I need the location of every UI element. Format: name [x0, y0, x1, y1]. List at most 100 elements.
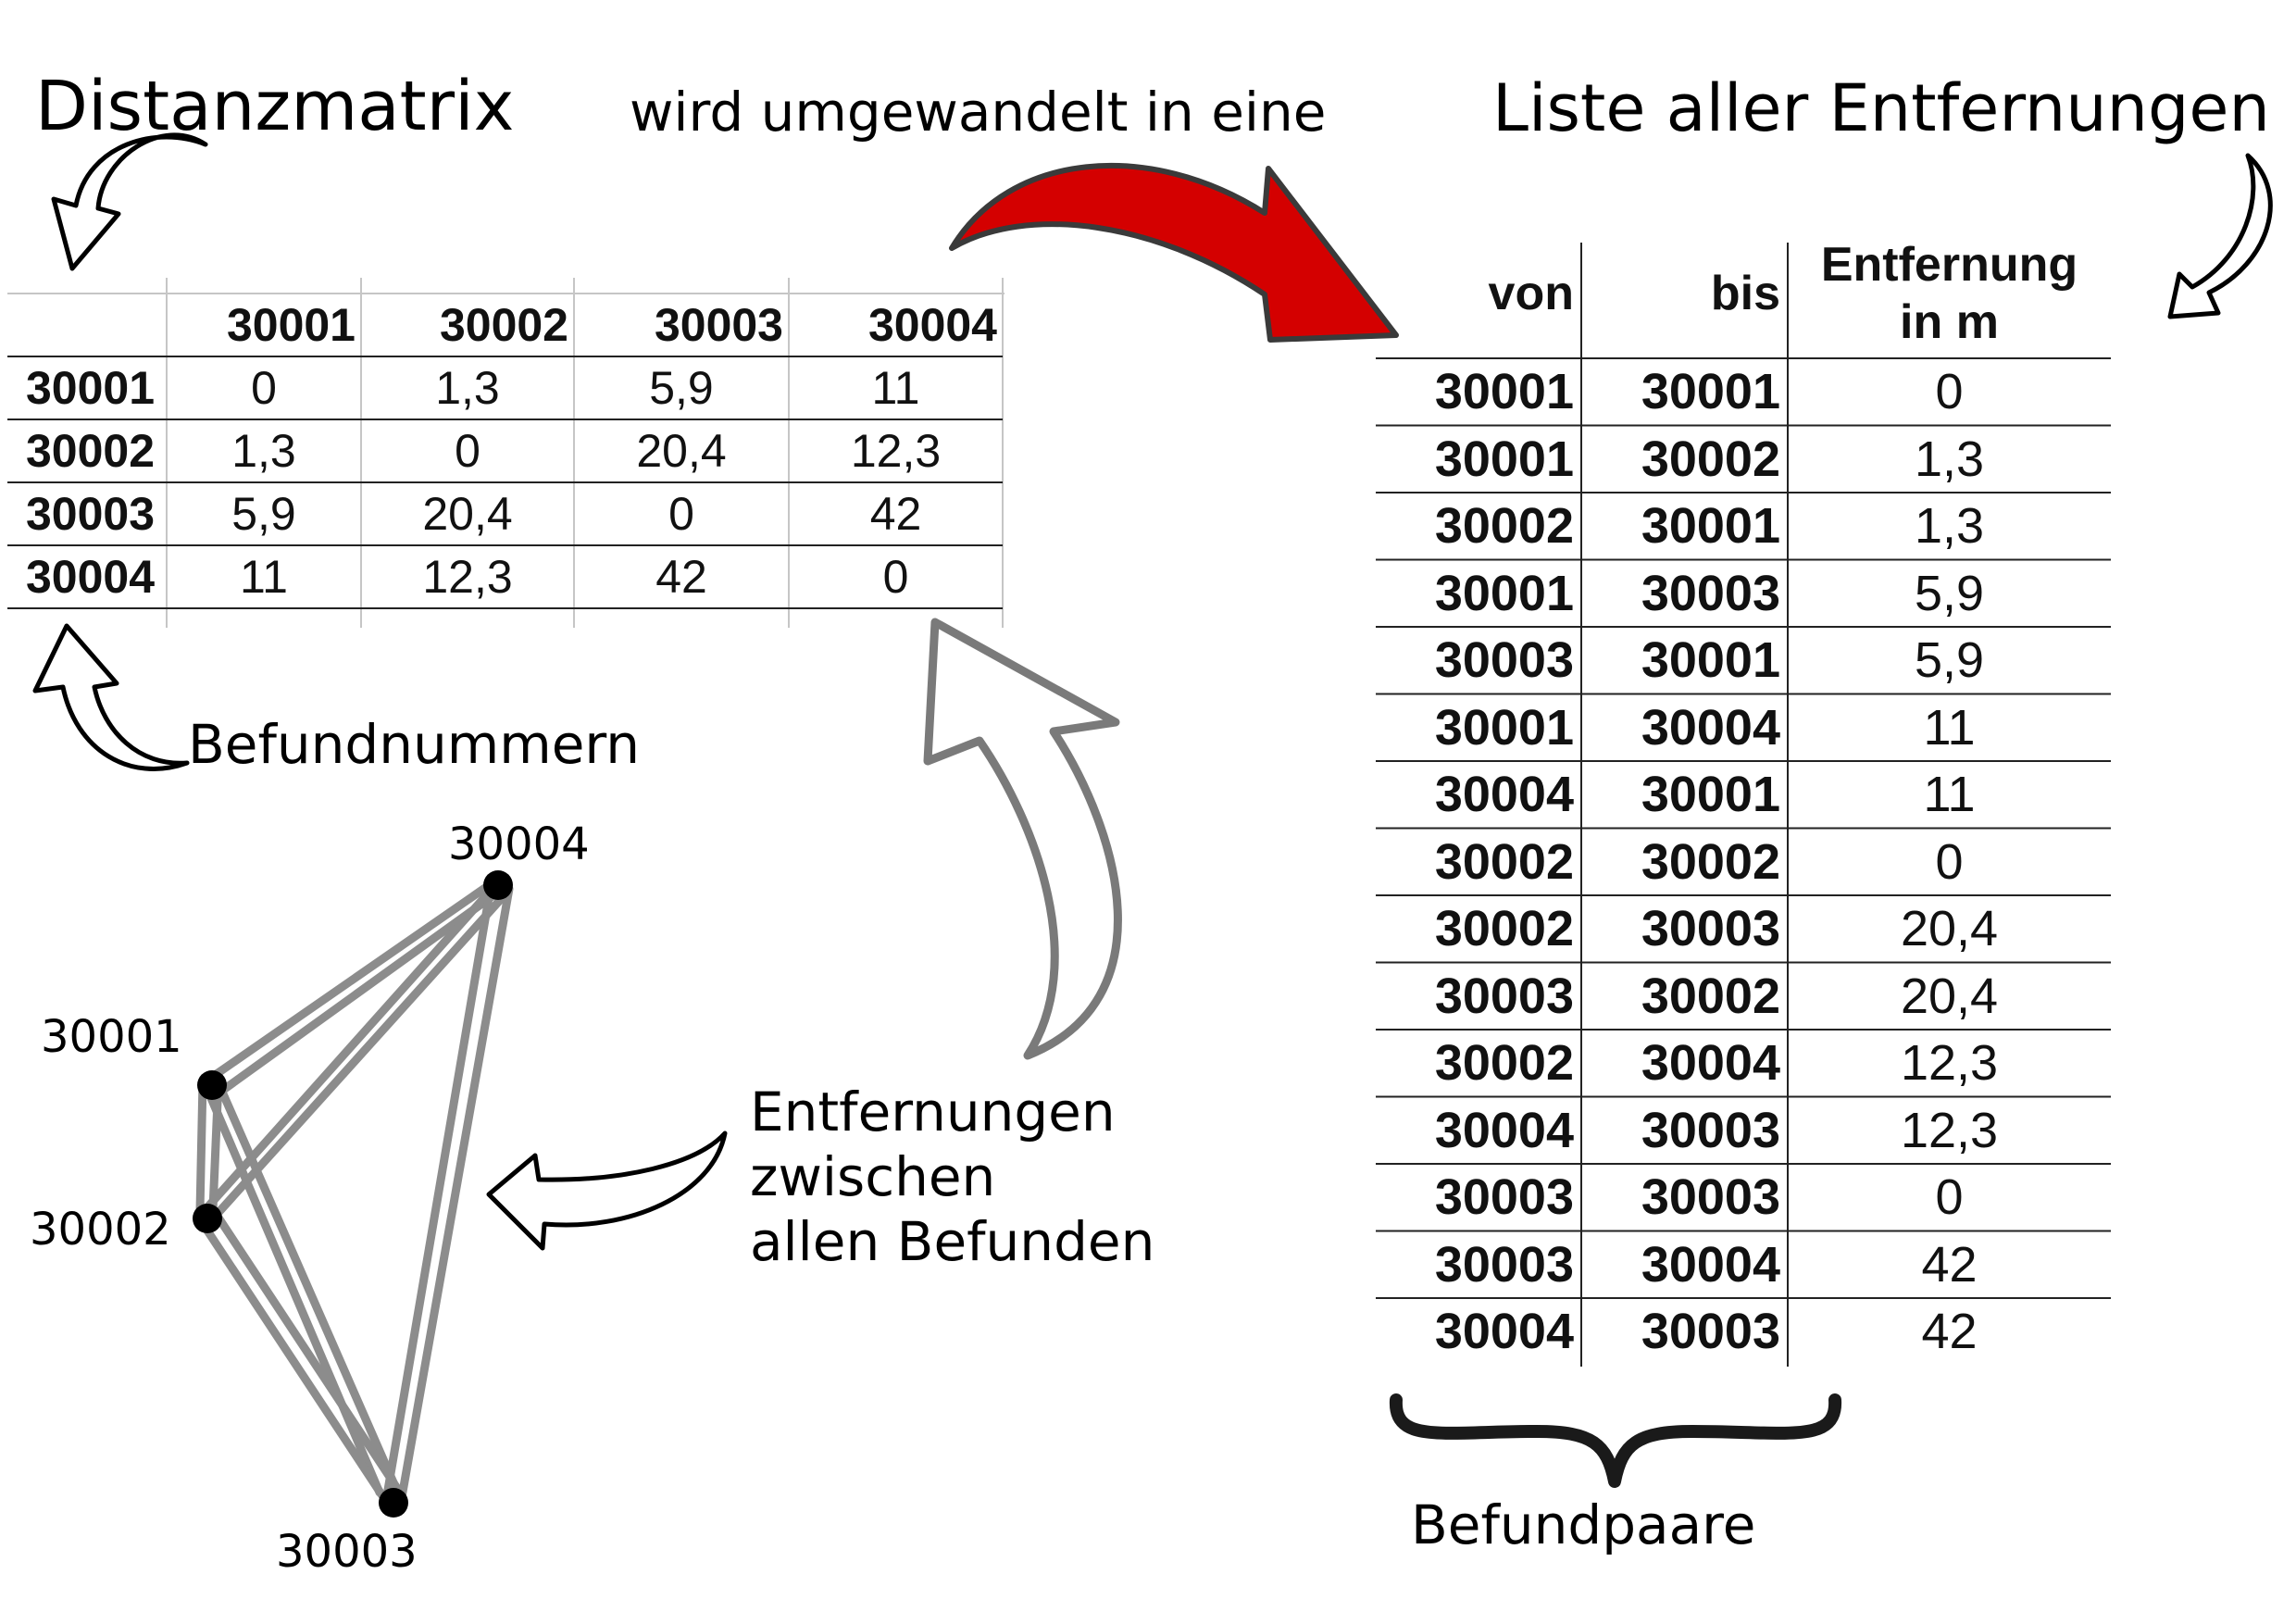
network-edge — [397, 884, 514, 1502]
list-row: 30004 30003 42 — [1376, 1298, 2111, 1366]
matrix-cell: 12,3 — [850, 425, 942, 477]
list-to: 30002 — [1641, 968, 1780, 1024]
matrix-col-header: 30003 — [654, 299, 783, 351]
list-header-distance-line-2: in m — [1900, 295, 1999, 349]
list-distance: 12,3 — [1900, 1035, 1999, 1092]
list-from: 30004 — [1434, 1102, 1574, 1158]
list-distance: 0 — [1935, 364, 1964, 420]
list-distance: 0 — [1935, 1169, 1964, 1226]
matrix-col-header: 30001 — [226, 299, 356, 351]
list-row: 30001 30001 0 — [1376, 358, 2111, 426]
list-row: 30004 30001 11 — [1376, 761, 2111, 829]
list-header-distance-line-1: Entfernung — [1820, 238, 2078, 292]
list-from: 30002 — [1434, 901, 1574, 957]
matrix-cell: 20,4 — [636, 425, 727, 477]
curly-brace-icon — [1389, 1393, 1842, 1488]
node-30004 — [483, 870, 513, 900]
matrix-row-header: 30001 — [26, 362, 156, 414]
curved-arrow-icon — [486, 1131, 728, 1251]
gray-outline-arrow-icon — [923, 618, 1122, 1060]
matrix-row-header: 30003 — [26, 488, 156, 540]
list-to: 30003 — [1641, 1102, 1780, 1158]
network-edge — [208, 1205, 405, 1497]
list-from: 30001 — [1434, 431, 1574, 487]
matrix-cell: 5,9 — [231, 488, 296, 540]
matrix-cell: 1,3 — [231, 425, 296, 477]
list-distance: 1,3 — [1914, 431, 1985, 487]
list-from: 30001 — [1434, 565, 1574, 621]
curved-arrow-icon — [51, 132, 208, 271]
curved-arrow-icon — [32, 623, 190, 771]
list-row: 30001 30003 5,9 — [1376, 560, 2111, 628]
matrix-cell: 20,4 — [422, 488, 513, 540]
list-to: 30001 — [1641, 498, 1780, 555]
list-distance: 20,4 — [1900, 901, 1999, 957]
matrix-col-header: 30004 — [867, 299, 997, 351]
matrix-row: 30003 5,9 20,4 0 42 — [7, 482, 1003, 545]
node-30002 — [193, 1204, 222, 1233]
list-from: 30004 — [1434, 767, 1574, 823]
list-distance: 42 — [1921, 1236, 1978, 1293]
list-from: 30002 — [1434, 498, 1574, 555]
distances-caption-line-3: allen Befunden — [750, 1210, 1155, 1273]
list-distance: 11 — [1923, 699, 1976, 756]
matrix-cell: 11 — [871, 362, 920, 414]
list-from: 30001 — [1434, 699, 1574, 756]
list-row: 30004 30003 12,3 — [1376, 1097, 2111, 1165]
network-edge — [206, 877, 499, 1082]
list-from: 30003 — [1434, 968, 1574, 1024]
list-distance: 42 — [1921, 1304, 1978, 1360]
list-row: 30001 30002 1,3 — [1376, 426, 2111, 493]
list-from: 30004 — [1434, 1304, 1574, 1360]
matrix-cell: 12,3 — [422, 551, 513, 603]
list-distance: 1,3 — [1914, 498, 1985, 555]
network-edge — [193, 1212, 390, 1505]
list-header-from: von — [1488, 267, 1574, 320]
matrix-cell: 42 — [655, 551, 707, 603]
network-edge — [195, 1077, 207, 1216]
list-distance: 5,9 — [1914, 632, 1985, 689]
matrix-cell: 11 — [240, 551, 288, 603]
conversion-caption: wird umgewandelt in eine — [630, 81, 1327, 144]
distances-caption-line-1: Entfernungen — [750, 1081, 1116, 1143]
network-edge — [211, 886, 505, 1100]
matrix-cell: 0 — [882, 551, 909, 603]
curved-arrow-icon — [2167, 153, 2273, 319]
distance-list: von bis Entfernung in m 30001 30001 0 3000… — [1376, 229, 2111, 1366]
matrix-cell: 5,9 — [649, 362, 714, 414]
list-title: Liste aller Entfernungen — [1492, 70, 2270, 146]
list-row: 30003 30001 5,9 — [1376, 627, 2111, 694]
matrix-row: 30002 1,3 0 20,4 12,3 — [7, 419, 1003, 482]
list-to: 30004 — [1641, 1236, 1780, 1293]
network-edge — [382, 882, 495, 1500]
list-to: 30002 — [1641, 833, 1780, 890]
list-to: 30003 — [1641, 1304, 1780, 1360]
list-to: 30001 — [1641, 364, 1780, 420]
list-distance: 11 — [1923, 767, 1976, 823]
list-from: 30003 — [1434, 1169, 1574, 1226]
list-to: 30003 — [1641, 565, 1780, 621]
matrix-row: 30004 11 12,3 42 0 — [7, 545, 1003, 608]
node-30003 — [379, 1488, 408, 1518]
list-distance: 5,9 — [1914, 565, 1985, 621]
node-30001 — [197, 1070, 227, 1100]
matrix-title: Distanzmatrix — [35, 67, 515, 146]
list-to: 30002 — [1641, 431, 1780, 487]
list-from: 30001 — [1434, 364, 1574, 420]
matrix-row-header: 30004 — [26, 551, 156, 603]
matrix-row-header: 30002 — [26, 425, 156, 477]
list-row: 30002 30004 12,3 — [1376, 1030, 2111, 1097]
list-row: 30002 30002 0 — [1376, 829, 2111, 896]
list-row: 30003 30003 0 — [1376, 1164, 2111, 1231]
node-label-30002: 30002 — [30, 1204, 171, 1255]
list-distance: 0 — [1935, 833, 1964, 890]
list-header-distance: Entfernung in m — [1788, 229, 2111, 358]
matrix-header-row: 30001 30002 30003 30004 — [7, 294, 1003, 356]
network-edges — [193, 877, 514, 1505]
matrix-cell: 42 — [869, 488, 922, 540]
list-row: 30002 30003 20,4 — [1376, 895, 2111, 963]
